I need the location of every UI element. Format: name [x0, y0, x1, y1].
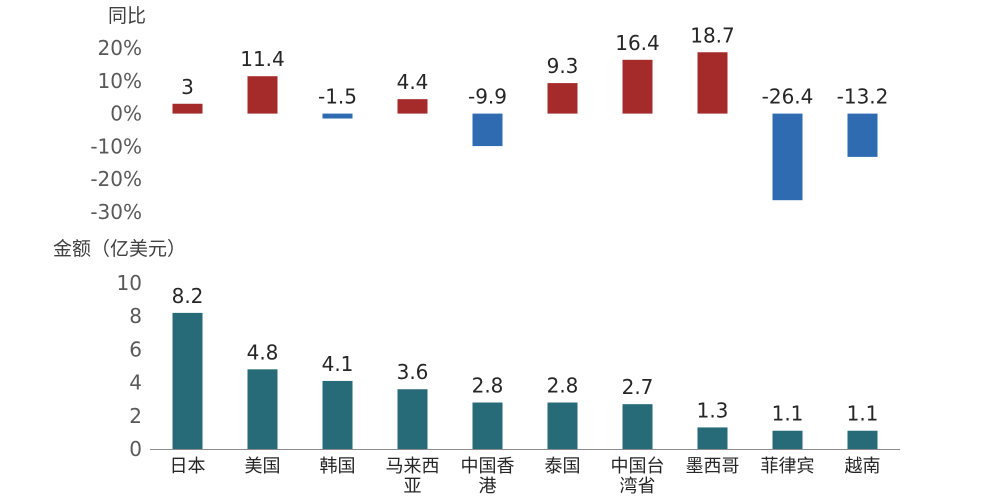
bottom-bar-马来西亚: [397, 389, 428, 449]
x-category-label: 菲律宾: [761, 456, 815, 477]
top-data-label: 16.4: [615, 31, 660, 55]
top-bar-中国台湾省: [622, 59, 653, 114]
bottom-data-label: 2.8: [472, 374, 504, 398]
top-bar-泰国: [547, 83, 578, 114]
bottom-chart-y-axis-title: 金额（亿美元）: [53, 238, 186, 260]
bottom-bar-越南: [847, 430, 878, 449]
x-category-label: 韩国: [320, 456, 356, 477]
bottom-bar-泰国: [547, 402, 578, 449]
bottom-chart-amount: 10 8 6 4 2 0 8.2 4.8 4.1 3.6 2.8 2.8 2.7 1.3 1.1 1.1 日本 美…: [117, 271, 900, 497]
top-data-label: -1.5: [318, 85, 357, 109]
bottom-data-label: 4.1: [322, 352, 354, 376]
top-data-label: 4.4: [397, 70, 429, 94]
x-category-label: 中国台湾省: [611, 456, 665, 497]
bottom-y-tick-label: 8: [129, 304, 142, 328]
top-data-label: -13.2: [837, 85, 889, 109]
bottom-y-tick-label: 0: [129, 437, 142, 461]
bottom-y-tick-label: 2: [129, 404, 142, 428]
bottom-data-label: 3.6: [397, 360, 429, 384]
top-bar-美国: [247, 76, 278, 114]
bottom-data-label: 1.1: [772, 402, 804, 426]
bottom-data-label: 2.7: [622, 375, 654, 399]
bottom-bar-美国: [247, 369, 278, 449]
top-data-label: 9.3: [547, 54, 579, 78]
top-y-tick-label: -30%: [90, 200, 142, 224]
x-category-label: 泰国: [545, 456, 581, 477]
bottom-data-label: 8.2: [172, 284, 204, 308]
bottom-bar-菲律宾: [772, 430, 803, 449]
bottom-y-tick-label: 10: [117, 271, 142, 295]
bottom-bar-韩国: [322, 380, 353, 449]
top-bar-中国香港: [472, 113, 503, 147]
bottom-data-label: 1.1: [847, 402, 879, 426]
x-category-label: 越南: [845, 456, 881, 477]
top-bar-日本: [172, 103, 203, 114]
bottom-data-label: 1.3: [697, 398, 729, 422]
top-data-label: -9.9: [468, 85, 507, 109]
top-data-label: 3: [181, 75, 194, 99]
bottom-bar-中国香港: [472, 402, 503, 449]
bottom-data-label: 2.8: [547, 374, 579, 398]
top-data-label: 11.4: [240, 47, 285, 71]
bottom-bar-墨西哥: [697, 427, 728, 449]
bottom-bar-中国台湾省: [622, 404, 653, 449]
top-bar-菲律宾: [772, 113, 803, 201]
x-category-label: 美国: [245, 456, 281, 477]
top-y-tick-label: 10%: [98, 69, 142, 93]
top-data-label: 18.7: [690, 23, 735, 47]
bottom-bar-日本: [172, 312, 203, 449]
top-data-label: -26.4: [762, 85, 814, 109]
bottom-data-label: 4.8: [247, 340, 279, 364]
top-bar-越南: [847, 113, 878, 157]
bottom-y-tick-label: 6: [129, 337, 142, 361]
top-y-tick-label: 0%: [110, 102, 142, 126]
top-y-tick-label: -20%: [90, 167, 142, 191]
x-category-label: 马来西亚: [386, 456, 440, 497]
top-y-tick-label: 20%: [98, 36, 142, 60]
bottom-y-tick-label: 4: [129, 371, 142, 395]
top-y-tick-label: -10%: [90, 134, 142, 158]
x-category-label: 墨西哥: [686, 456, 740, 477]
top-bar-韩国: [322, 113, 353, 119]
top-bar-墨西哥: [697, 52, 728, 114]
top-chart-y-axis-title: 同比: [108, 5, 146, 27]
top-chart-yoy-growth: 20% 10% 0% -10% -20% -30% 3 11.4 -1.5 4.4 -9.9 9.3 1…: [90, 23, 888, 224]
top-bar-马来西亚: [397, 99, 428, 114]
x-category-label: 日本: [170, 456, 206, 477]
x-category-label: 中国香港: [461, 456, 515, 497]
